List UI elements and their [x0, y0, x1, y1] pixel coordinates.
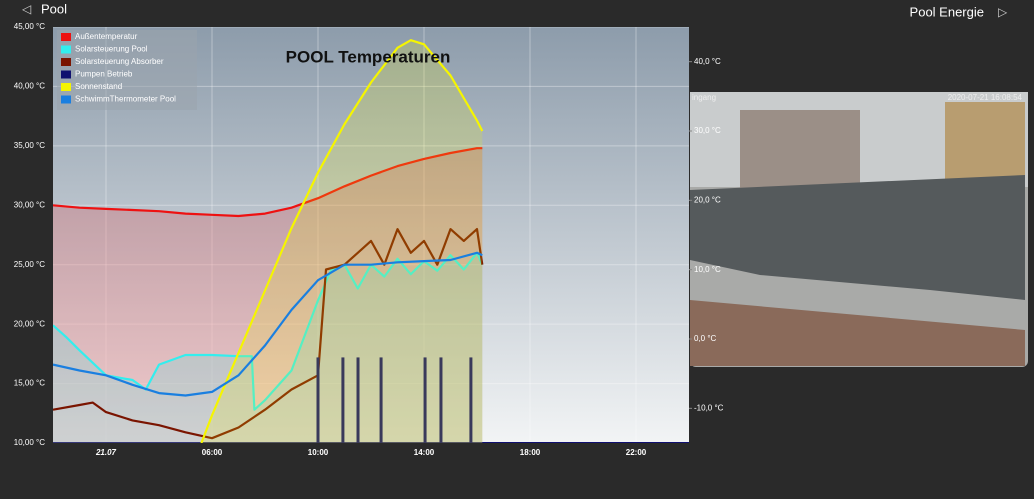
x-tick-label: 14:00 — [414, 448, 435, 457]
y-tick-label: 45,00 °C — [14, 22, 45, 31]
pump-bar — [356, 357, 360, 443]
legend-swatch — [61, 83, 71, 91]
y-tick-label: 40,00 °C — [14, 82, 45, 91]
pump-bar — [423, 357, 427, 443]
y2-tick-label: 30,0 °C — [694, 126, 721, 135]
area — [201, 40, 483, 443]
legend-label: Außentemperatur — [75, 32, 138, 41]
pump-bar — [316, 357, 320, 443]
series-line — [53, 147, 483, 218]
forward-icon[interactable]: ▷ — [998, 5, 1008, 19]
chart-title: POOL Temperaturen — [286, 47, 451, 66]
back-icon[interactable]: ◁ — [22, 2, 32, 16]
legend-swatch — [61, 58, 71, 66]
pump-bar — [469, 357, 473, 443]
series-line — [53, 228, 484, 440]
y-tick-label: 15,00 °C — [14, 379, 45, 388]
legend-swatch — [61, 95, 71, 104]
pump-bar — [439, 357, 443, 443]
camera-label: ingang — [692, 93, 716, 102]
y2-tick-label: 10,0 °C — [694, 265, 721, 274]
legend-swatch — [61, 70, 71, 79]
y2-tick-label: 20,0 °C — [694, 195, 721, 204]
area — [53, 252, 483, 443]
y2-tick-label: 0,0 °C — [694, 334, 717, 343]
x-tick-label: 10:00 — [308, 448, 329, 457]
legend-box — [57, 30, 197, 110]
legend-label: Pumpen Betrieb — [75, 70, 133, 79]
x-tick-label: 18:00 — [520, 448, 541, 457]
camera-timestamp: 2020-07-21 16:08:54 — [948, 93, 1023, 102]
y2-tick-label: 40,0 °C — [694, 57, 721, 66]
plot — [53, 27, 689, 443]
pump-bar — [379, 357, 383, 443]
legend-swatch — [61, 45, 71, 54]
legend-swatch — [61, 33, 71, 41]
x-tick-label: 06:00 — [202, 448, 223, 457]
house — [740, 110, 860, 190]
legend-label: Solarsteuerung Absorber — [75, 57, 164, 66]
series-line — [200, 39, 484, 443]
camera: ingang 2020-07-21 16:08:54 — [690, 92, 1028, 367]
nav-link[interactable]: Pool Energie — [910, 4, 984, 19]
legend-label: Sonnenstand — [75, 82, 122, 91]
series-line — [53, 251, 483, 397]
y2-tick-label: -10,0 °C — [694, 403, 724, 412]
y-tick-label: 30,00 °C — [14, 200, 45, 209]
y-tick-label: 25,00 °C — [14, 260, 45, 269]
x-tick-label: 21.07 — [95, 448, 117, 457]
series-line — [53, 251, 484, 411]
wall — [945, 102, 1025, 187]
legend-label: SchwimmThermometer Pool — [75, 95, 176, 104]
area — [53, 148, 483, 443]
y-tick-label: 10,00 °C — [14, 438, 45, 447]
pump-bar — [341, 357, 345, 443]
roof — [690, 300, 1025, 366]
y-tick-label: 35,00 °C — [14, 141, 45, 150]
x-tick-label: 22:00 — [626, 448, 647, 457]
y-tick-label: 20,00 °C — [14, 319, 45, 328]
solar-panels — [690, 175, 1025, 300]
legend-label: Solarsteuerung Pool — [75, 45, 148, 54]
page-title: Pool — [41, 1, 67, 16]
